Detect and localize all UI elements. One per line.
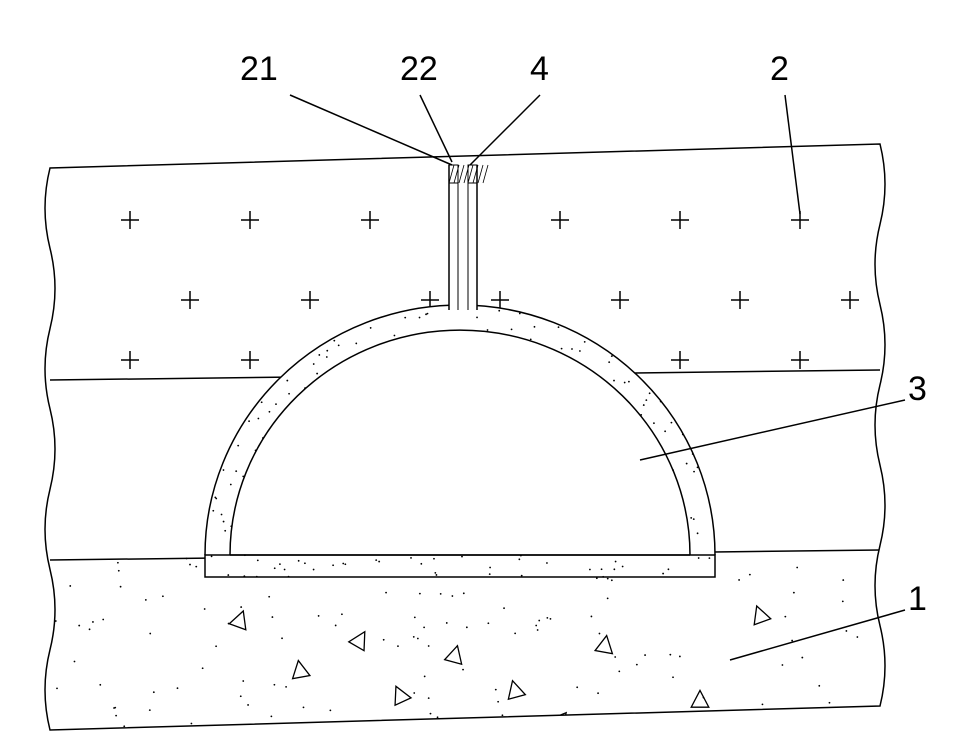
- callout-label-3: 3: [908, 370, 927, 409]
- callout-line-21: [290, 95, 452, 165]
- callout-label-22: 22: [400, 50, 438, 89]
- engineering-diagram: [0, 0, 963, 748]
- tube: [449, 165, 488, 310]
- callout-line-1: [730, 610, 905, 660]
- dome-shell: [205, 305, 715, 578]
- callout-label-4: 4: [530, 50, 549, 89]
- callout-label-21: 21: [240, 50, 278, 89]
- panel-content: [50, 165, 880, 731]
- callout-line-22: [420, 95, 452, 162]
- callout-line-2: [785, 95, 800, 214]
- callout-label-1: 1: [908, 580, 927, 619]
- callout-label-2: 2: [770, 50, 789, 89]
- bottom-layer: [55, 557, 858, 731]
